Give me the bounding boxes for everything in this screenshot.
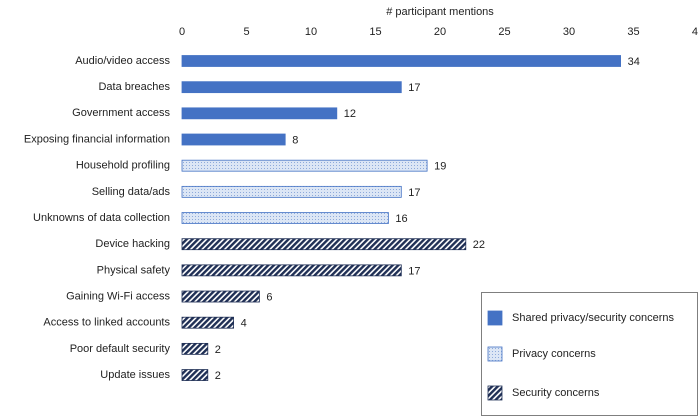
legend-swatch bbox=[487, 310, 503, 326]
y-tick-label: Selling data/ads bbox=[92, 186, 171, 198]
x-axis-title: # participant mentions bbox=[386, 6, 494, 18]
y-tick-label: Access to linked accounts bbox=[43, 317, 170, 329]
x-tick-label: 40 bbox=[692, 26, 698, 38]
data-label: 19 bbox=[434, 161, 446, 173]
y-tick-label: Device hacking bbox=[95, 238, 170, 250]
legend-label: Privacy concerns bbox=[512, 348, 596, 360]
bar bbox=[181, 316, 234, 329]
y-tick-label: Data breaches bbox=[98, 81, 170, 93]
bar bbox=[181, 159, 428, 172]
y-tick-label: Audio/video access bbox=[75, 55, 170, 67]
x-tick-label: 5 bbox=[243, 26, 249, 38]
bar bbox=[181, 81, 402, 94]
x-tick-label: 25 bbox=[498, 26, 510, 38]
legend-swatch bbox=[487, 385, 503, 401]
legend-label: Shared privacy/security concerns bbox=[512, 312, 675, 324]
x-tick-label: 0 bbox=[179, 26, 185, 38]
y-tick-label: Exposing financial information bbox=[24, 133, 170, 145]
data-label: 8 bbox=[292, 134, 298, 146]
bar bbox=[181, 185, 402, 198]
data-label: 22 bbox=[473, 239, 485, 251]
legend-label: Security concerns bbox=[512, 387, 600, 399]
y-tick-label: Poor default security bbox=[70, 343, 171, 355]
legend-swatch bbox=[487, 346, 503, 362]
x-tick-label: 20 bbox=[434, 26, 446, 38]
bar bbox=[181, 238, 467, 251]
bar bbox=[181, 264, 402, 277]
y-tick-label: Household profiling bbox=[76, 160, 170, 172]
y-tick-label: Physical safety bbox=[97, 264, 171, 276]
data-label: 6 bbox=[266, 291, 272, 303]
data-label: 2 bbox=[215, 370, 221, 382]
data-label: 12 bbox=[344, 108, 356, 120]
x-tick-label: 10 bbox=[305, 26, 317, 38]
y-tick-label: Update issues bbox=[100, 369, 170, 381]
data-label: 34 bbox=[628, 56, 640, 68]
bar bbox=[181, 133, 286, 146]
data-label: 17 bbox=[408, 187, 420, 199]
legend-box bbox=[481, 292, 698, 416]
bar bbox=[181, 212, 389, 224]
data-label: 17 bbox=[408, 82, 420, 94]
data-label: 4 bbox=[241, 318, 247, 330]
bar bbox=[181, 107, 338, 120]
bar bbox=[181, 290, 260, 303]
y-tick-label: Gaining Wi-Fi access bbox=[66, 290, 170, 302]
bar bbox=[181, 342, 209, 355]
data-label: 17 bbox=[408, 265, 420, 277]
data-label: 16 bbox=[395, 213, 407, 225]
y-tick-label: Unknowns of data collection bbox=[33, 212, 170, 224]
data-label: 2 bbox=[215, 344, 221, 356]
bar bbox=[181, 369, 209, 381]
bar bbox=[181, 55, 622, 67]
x-tick-label: 15 bbox=[369, 26, 381, 38]
y-tick-label: Government access bbox=[72, 107, 170, 119]
x-tick-label: 30 bbox=[563, 26, 575, 38]
x-tick-label: 35 bbox=[627, 26, 639, 38]
